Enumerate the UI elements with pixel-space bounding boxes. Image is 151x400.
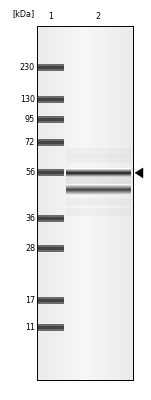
Text: 2: 2 — [96, 12, 101, 21]
Text: 28: 28 — [25, 244, 35, 253]
Text: 230: 230 — [20, 63, 35, 72]
Bar — [66, 148, 131, 156]
Bar — [66, 178, 131, 184]
Bar — [66, 208, 131, 216]
Text: 36: 36 — [25, 214, 35, 224]
Bar — [38, 170, 64, 176]
Bar — [38, 66, 64, 69]
Text: 130: 130 — [20, 95, 35, 104]
Bar — [66, 155, 131, 163]
Bar — [38, 141, 64, 144]
Bar — [38, 245, 64, 252]
Bar — [37, 26, 133, 380]
Bar — [38, 247, 64, 250]
Text: 56: 56 — [25, 168, 35, 178]
Bar — [38, 299, 64, 302]
Polygon shape — [135, 168, 143, 178]
Text: [kDa]: [kDa] — [13, 9, 35, 18]
Text: 17: 17 — [25, 296, 35, 305]
Bar — [38, 326, 64, 329]
Bar — [38, 297, 64, 304]
Bar — [38, 96, 64, 103]
Bar — [38, 218, 64, 220]
Text: 1: 1 — [48, 12, 53, 21]
Bar — [38, 216, 64, 222]
Bar — [38, 64, 64, 71]
Bar — [38, 98, 64, 101]
Bar — [38, 324, 64, 331]
Text: 72: 72 — [25, 138, 35, 147]
Bar — [38, 139, 64, 146]
Bar — [38, 116, 64, 123]
Text: 11: 11 — [25, 323, 35, 332]
Text: 95: 95 — [25, 115, 35, 124]
Bar — [38, 118, 64, 121]
Bar — [37, 26, 133, 380]
Bar — [66, 198, 131, 206]
Bar — [38, 172, 64, 174]
